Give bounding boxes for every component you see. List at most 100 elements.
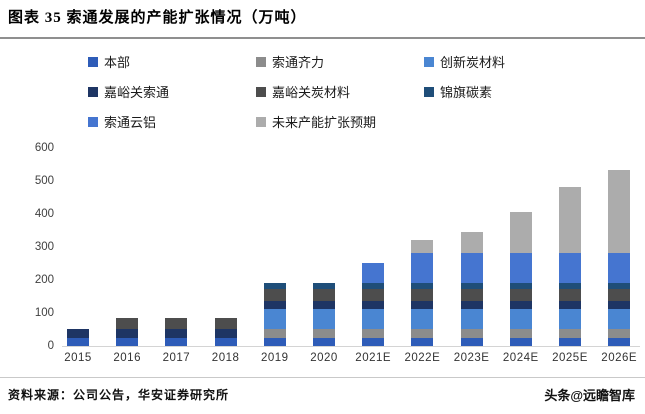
bar-segment-创新炭材料 — [313, 309, 335, 330]
watermark: 头条@远瞻智库 — [544, 388, 635, 403]
x-tick-label: 2026E — [601, 352, 638, 364]
bar-segment-本部 — [165, 337, 188, 346]
plot-area — [62, 148, 640, 347]
x-tick-label: 2020 — [310, 352, 338, 364]
bar-segment-锦旗碳素 — [313, 282, 335, 290]
legend-label: 嘉峪关炭材料 — [272, 85, 351, 100]
chart-legend: 本部 索通齐力 创新炭材料 嘉峪关索通 嘉峪关炭材料 锦旗碳素 索通云铝 未来产能扩张预期 — [88, 52, 505, 131]
bar-segment-嘉峪关炭材料 — [460, 289, 483, 301]
footer-divider — [0, 377, 645, 378]
bar-segment-索通云铝 — [509, 252, 532, 283]
y-tick-label: 200 — [34, 274, 54, 286]
bar-segment-未来产能扩张预期 — [460, 231, 483, 253]
legend-swatch-icon — [88, 56, 98, 67]
bar-segment-未来产能扩张预期 — [509, 211, 532, 253]
bar-segment-未来产能扩张预期 — [608, 170, 631, 253]
bar-segment-本部 — [313, 337, 335, 346]
bar-segment-嘉峪关索通 — [214, 329, 237, 338]
x-axis: 2015 2016 2017 2018 2019 2020 2021E 2022E 2023E 2… — [0, 352, 645, 368]
title-divider — [0, 37, 645, 39]
bar-segment-嘉峪关炭材料 — [559, 289, 581, 301]
bar-segment-嘉峪关炭材料 — [263, 289, 286, 301]
x-tick-label: 2016 — [113, 352, 141, 364]
bar-2015 — [67, 329, 89, 346]
bar-segment-嘉峪关索通 — [67, 329, 89, 338]
bar-segment-嘉峪关索通 — [608, 300, 631, 310]
x-tick-label: 2024E — [502, 352, 539, 364]
bar-2022E — [411, 239, 434, 346]
bar-segment-嘉峪关索通 — [411, 300, 434, 310]
y-tick-label: 300 — [34, 241, 54, 253]
bar-segment-嘉峪关炭材料 — [214, 317, 237, 330]
bar-segment-创新炭材料 — [608, 309, 631, 330]
x-tick-label: 2017 — [162, 352, 191, 364]
legend-item-6: 锦旗碳素 — [424, 82, 505, 101]
bar-segment-索通齐力 — [509, 329, 532, 338]
bar-segment-嘉峪关索通 — [362, 300, 385, 310]
bar-segment-本部 — [263, 337, 286, 346]
legend-swatch-icon — [88, 116, 98, 127]
x-tick-label: 2023E — [453, 352, 490, 364]
bar-segment-索通齐力 — [362, 329, 385, 338]
bar-segment-锦旗碳素 — [362, 282, 385, 290]
capacity-stacked-bar-chart: 0 100 200 300 400 500 600 2015 2016 2017 2018 2019… — [0, 140, 645, 380]
x-tick-label: 2019 — [261, 352, 289, 364]
bar-segment-嘉峪关炭材料 — [362, 289, 385, 301]
bar-segment-嘉峪关索通 — [313, 300, 335, 310]
bar-segment-本部 — [608, 337, 631, 346]
bar-2020 — [313, 282, 335, 346]
bar-segment-创新炭材料 — [263, 309, 286, 330]
y-axis: 0 100 200 300 400 500 600 — [0, 142, 54, 352]
legend-item-2: 索通齐力 — [256, 52, 424, 71]
legend-label: 索通齐力 — [272, 55, 325, 70]
bar-2021E — [362, 262, 385, 346]
bar-segment-本部 — [509, 337, 532, 346]
legend-swatch-icon — [256, 116, 266, 127]
bar-segment-嘉峪关索通 — [460, 300, 483, 310]
bar-2023E — [460, 231, 483, 346]
bar-segment-锦旗碳素 — [559, 282, 581, 290]
bar-segment-索通齐力 — [460, 329, 483, 338]
bar-segment-锦旗碳素 — [509, 282, 532, 290]
legend-label: 创新炭材料 — [440, 55, 506, 70]
bar-segment-创新炭材料 — [411, 309, 434, 330]
y-tick-label: 500 — [34, 175, 54, 187]
legend-label: 锦旗碳素 — [440, 85, 493, 100]
legend-swatch-icon — [256, 86, 266, 97]
legend-swatch-icon — [88, 86, 98, 97]
legend-label: 未来产能扩张预期 — [272, 115, 377, 130]
legend-item-4: 嘉峪关索通 — [88, 82, 256, 101]
legend-item-8: 未来产能扩张预期 — [256, 112, 424, 131]
bar-segment-锦旗碳素 — [263, 282, 286, 290]
x-tick-label: 2018 — [211, 352, 240, 364]
legend-label: 本部 — [104, 55, 131, 70]
bar-segment-创新炭材料 — [460, 309, 483, 330]
bar-segment-嘉峪关索通 — [509, 300, 532, 310]
bar-segment-创新炭材料 — [362, 309, 385, 330]
bar-segment-本部 — [362, 337, 385, 346]
bar-segment-嘉峪关索通 — [559, 300, 581, 310]
bar-segment-索通云铝 — [362, 262, 385, 283]
bar-segment-索通齐力 — [263, 329, 286, 338]
bar-2026E — [608, 170, 631, 346]
legend-swatch-icon — [424, 56, 434, 67]
bar-segment-索通齐力 — [411, 329, 434, 338]
bar-segment-嘉峪关炭材料 — [608, 289, 631, 301]
bar-segment-锦旗碳素 — [608, 282, 631, 290]
bar-segment-嘉峪关炭材料 — [165, 317, 188, 330]
bar-segment-锦旗碳素 — [411, 282, 434, 290]
legend-item-3: 创新炭材料 — [424, 52, 505, 71]
source-note: 资料来源：公司公告，华安证券研究所 — [8, 388, 230, 402]
y-tick-label: 400 — [34, 208, 54, 220]
x-tick-label: 2021E — [355, 352, 392, 364]
legend-swatch-icon — [424, 86, 434, 97]
bar-segment-嘉峪关炭材料 — [509, 289, 532, 301]
bar-segment-本部 — [411, 337, 434, 346]
bar-segment-本部 — [214, 337, 237, 346]
bar-segment-本部 — [67, 337, 89, 346]
bar-segment-嘉峪关索通 — [165, 329, 188, 338]
bar-segment-本部 — [116, 337, 139, 346]
bar-segment-索通齐力 — [559, 329, 581, 338]
bar-segment-嘉峪关炭材料 — [411, 289, 434, 301]
bar-segment-未来产能扩张预期 — [411, 239, 434, 253]
